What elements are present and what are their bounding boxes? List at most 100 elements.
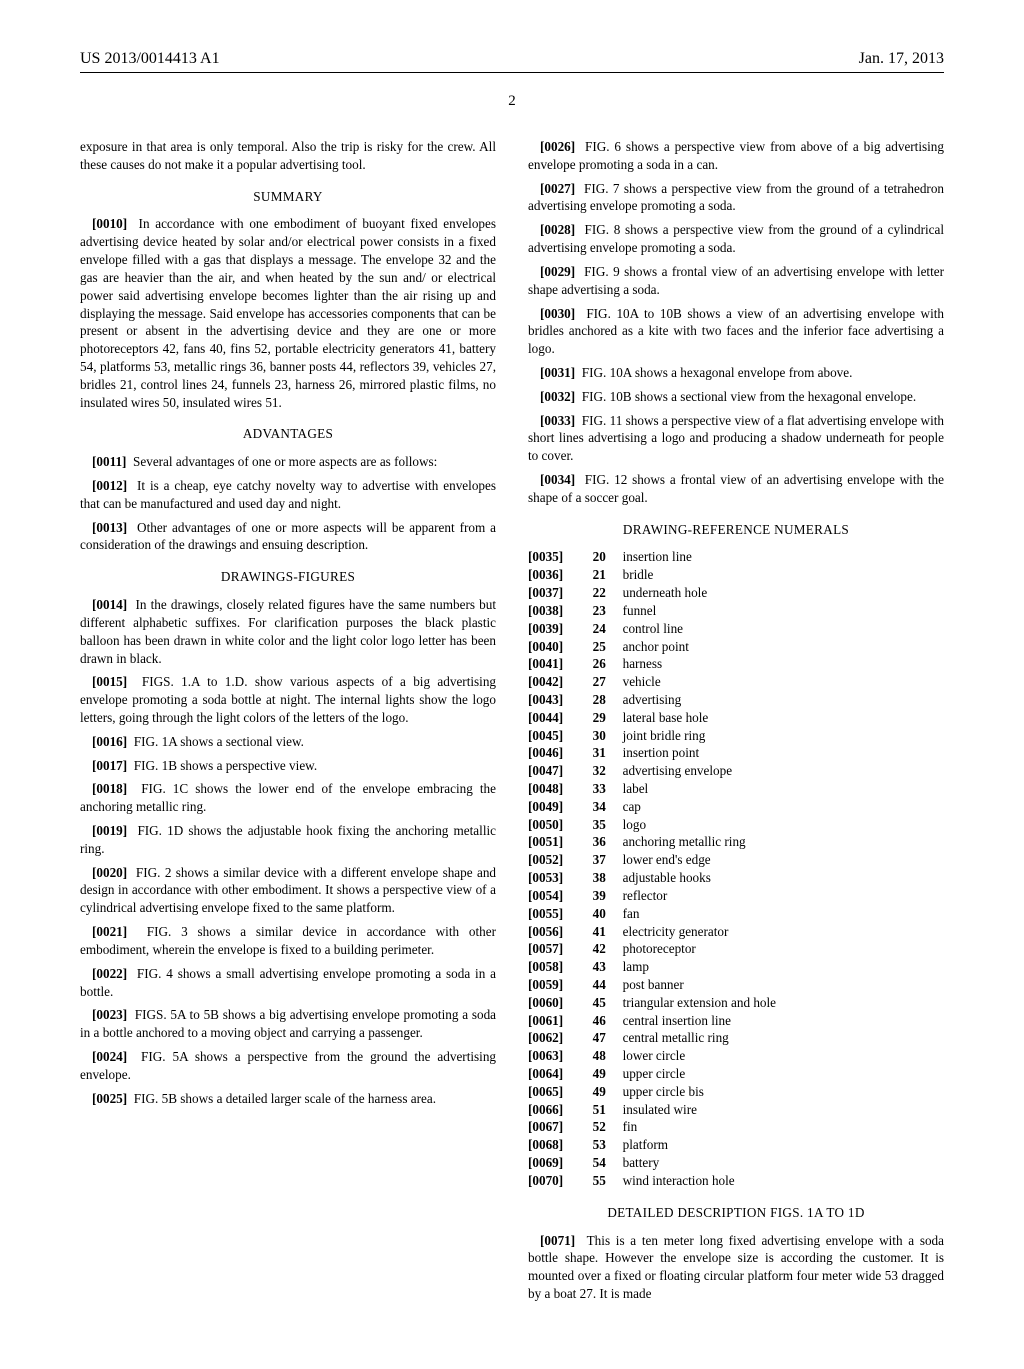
ref-para-num: [0069] xyxy=(528,1154,586,1172)
ref-number: 34 xyxy=(593,798,623,816)
para-text: FIG. 10B shows a sectional view from the… xyxy=(582,389,916,404)
para-num: [0023] xyxy=(92,1007,127,1022)
ref-number: 35 xyxy=(593,816,623,834)
ref-number: 49 xyxy=(593,1083,623,1101)
ref-label: fan xyxy=(623,905,640,923)
ref-label: vehicle xyxy=(623,673,661,691)
paragraph-0022: [0022] FIG. 4 shows a small advertising … xyxy=(80,965,496,1001)
para-num: [0017] xyxy=(92,758,127,773)
para-num: [0020] xyxy=(92,865,127,880)
ref-label: lateral base hole xyxy=(623,709,709,727)
para-text: FIG. 7 shows a perspective view from the… xyxy=(528,181,944,214)
para-text: In accordance with one embodiment of buo… xyxy=(80,216,496,409)
ref-para-num: [0057] xyxy=(528,940,586,958)
paragraph-0020: [0020] FIG. 2 shows a similar device wit… xyxy=(80,864,496,917)
ref-label: harness xyxy=(623,655,663,673)
ref-number: 45 xyxy=(593,994,623,1012)
para-text: FIG. 11 shows a perspective view of a fl… xyxy=(528,413,944,464)
ref-number: 32 xyxy=(593,762,623,780)
reference-item: [0070] 55 wind interaction hole xyxy=(528,1172,944,1190)
paragraph-0071: [0071] This is a ten meter long fixed ad… xyxy=(528,1232,944,1303)
para-num: [0021] xyxy=(92,924,127,939)
ref-number: 41 xyxy=(593,923,623,941)
ref-para-num: [0038] xyxy=(528,602,586,620)
reference-item: [0048] 33 label xyxy=(528,780,944,798)
paragraph-0027: [0027] FIG. 7 shows a perspective view f… xyxy=(528,180,944,216)
reference-item: [0036] 21 bridle xyxy=(528,566,944,584)
detailed-description-heading: DETAILED DESCRIPTION FIGS. 1A TO 1D xyxy=(528,1204,944,1222)
para-num: [0016] xyxy=(92,734,127,749)
ref-label: lower circle xyxy=(623,1047,686,1065)
ref-label: insertion point xyxy=(623,744,700,762)
reference-item: [0060] 45 triangular extension and hole xyxy=(528,994,944,1012)
ref-label: advertising xyxy=(623,691,682,709)
ref-label: triangular extension and hole xyxy=(623,994,776,1012)
reference-item: [0037] 22 underneath hole xyxy=(528,584,944,602)
para-text: FIG. 8 shows a perspective view from the… xyxy=(528,222,944,255)
ref-number: 26 xyxy=(593,655,623,673)
ref-para-num: [0058] xyxy=(528,958,586,976)
para-text: FIGS. 5A to 5B shows a big advertising e… xyxy=(80,1007,496,1040)
ref-label: photoreceptor xyxy=(623,940,696,958)
reference-item: [0040] 25 anchor point xyxy=(528,638,944,656)
intro-text: exposure in that area is only temporal. … xyxy=(80,138,496,174)
ref-label: control line xyxy=(623,620,683,638)
ref-para-num: [0050] xyxy=(528,816,586,834)
ref-para-num: [0049] xyxy=(528,798,586,816)
paragraph-0021: [0021] FIG. 3 shows a similar device in … xyxy=(80,923,496,959)
paragraph-0012: [0012] It is a cheap, eye catchy novelty… xyxy=(80,477,496,513)
ref-para-num: [0042] xyxy=(528,673,586,691)
paragraph-0028: [0028] FIG. 8 shows a perspective view f… xyxy=(528,221,944,257)
reference-item: [0035] 20 insertion line xyxy=(528,548,944,566)
ref-label: upper circle xyxy=(623,1065,686,1083)
ref-para-num: [0066] xyxy=(528,1101,586,1119)
ref-label: platform xyxy=(623,1136,668,1154)
ref-label: bridle xyxy=(623,566,654,584)
ref-number: 25 xyxy=(593,638,623,656)
ref-para-num: [0047] xyxy=(528,762,586,780)
right-column: [0026] FIG. 6 shows a perspective view f… xyxy=(528,138,944,1309)
ref-label: anchoring metallic ring xyxy=(623,833,746,851)
para-num: [0013] xyxy=(92,520,127,535)
para-num: [0071] xyxy=(540,1233,575,1248)
ref-label: logo xyxy=(623,816,646,834)
reference-item: [0045] 30 joint bridle ring xyxy=(528,727,944,745)
ref-label: battery xyxy=(623,1154,660,1172)
reference-item: [0055] 40 fan xyxy=(528,905,944,923)
para-text: FIG. 10A shows a hexagonal envelope from… xyxy=(582,365,853,380)
para-num: [0033] xyxy=(540,413,575,428)
paragraph-0018: [0018] FIG. 1C shows the lower end of th… xyxy=(80,780,496,816)
paragraph-0024: [0024] FIG. 5A shows a perspective from … xyxy=(80,1048,496,1084)
advantages-heading: ADVANTAGES xyxy=(80,425,496,443)
para-num: [0025] xyxy=(92,1091,127,1106)
ref-number: 36 xyxy=(593,833,623,851)
para-text: FIG. 3 shows a similar device in accorda… xyxy=(80,924,496,957)
para-num: [0019] xyxy=(92,823,127,838)
ref-para-num: [0046] xyxy=(528,744,586,762)
ref-label: advertising envelope xyxy=(623,762,733,780)
para-text: FIG. 6 shows a perspective view from abo… xyxy=(528,139,944,172)
para-num: [0024] xyxy=(92,1049,127,1064)
paragraph-0026: [0026] FIG. 6 shows a perspective view f… xyxy=(528,138,944,174)
para-num: [0018] xyxy=(92,781,127,796)
ref-number: 33 xyxy=(593,780,623,798)
reference-item: [0059] 44 post banner xyxy=(528,976,944,994)
ref-number: 48 xyxy=(593,1047,623,1065)
ref-label: cap xyxy=(623,798,641,816)
ref-number: 24 xyxy=(593,620,623,638)
ref-para-num: [0041] xyxy=(528,655,586,673)
paragraph-0032: [0032] FIG. 10B shows a sectional view f… xyxy=(528,388,944,406)
ref-para-num: [0062] xyxy=(528,1029,586,1047)
ref-label: upper circle bis xyxy=(623,1083,704,1101)
para-text: It is a cheap, eye catchy novelty way to… xyxy=(80,478,496,511)
paragraph-0030: [0030] FIG. 10A to 10B shows a view of a… xyxy=(528,305,944,358)
ref-label: anchor point xyxy=(623,638,689,656)
ref-label: funnel xyxy=(623,602,657,620)
ref-label: lower end's edge xyxy=(623,851,711,869)
columns-container: exposure in that area is only temporal. … xyxy=(80,138,944,1309)
ref-number: 29 xyxy=(593,709,623,727)
ref-label: electricity generator xyxy=(623,923,729,941)
para-text: FIG. 1C shows the lower end of the envel… xyxy=(80,781,496,814)
ref-para-num: [0063] xyxy=(528,1047,586,1065)
patent-page: US 2013/0014413 A1 Jan. 17, 2013 2 expos… xyxy=(0,0,1024,1369)
